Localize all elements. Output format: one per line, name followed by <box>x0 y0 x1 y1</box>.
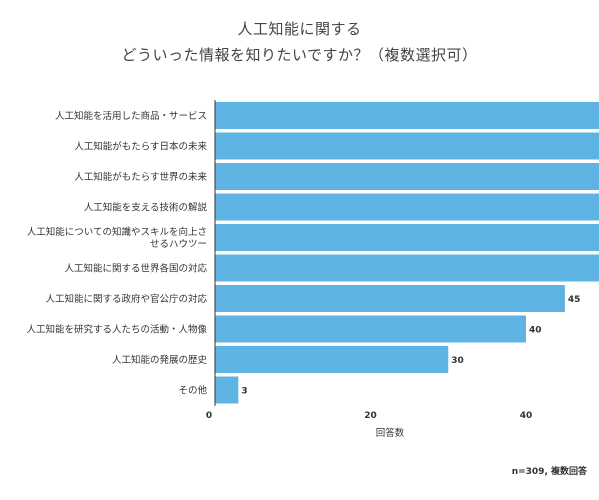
category-label-3: 人工知能を支える技術の解説 <box>84 202 208 214</box>
bar-0 <box>215 102 599 129</box>
category-label-2: 人工知能がもたらす世界の未来 <box>74 171 207 183</box>
bar-8 <box>215 346 449 373</box>
value-label-7: 40 <box>529 326 542 336</box>
x-tick-label-0: 0 <box>206 411 212 421</box>
category-label-7: 人工知能を研究する人たちの活動・人物像 <box>26 324 207 336</box>
bar-2 <box>215 163 599 190</box>
bar-1 <box>215 132 599 160</box>
x-tick-label-40: 40 <box>520 411 533 421</box>
category-label-0: 人工知能を活用した商品・サービス <box>55 110 207 122</box>
category-label-4-line-1: せるハウツー <box>150 239 207 250</box>
chart-title-line-1: 人工知能に関する <box>237 20 362 38</box>
sample-size-note: n=309, 複数回答 <box>511 467 587 477</box>
bar-4 <box>215 224 599 251</box>
chart-title-line-2: どういった情報を知りたいですか？（複数選択可） <box>121 46 478 64</box>
value-label-9: 3 <box>241 387 247 397</box>
bar-9 <box>215 376 239 404</box>
x-axis-title: 回答数 <box>376 427 405 439</box>
value-label-6: 45 <box>568 295 581 305</box>
bar-3 <box>215 193 599 221</box>
category-label-6: 人工知能に関する政府や官公庁の対応 <box>45 293 207 305</box>
value-label-8: 30 <box>451 356 464 366</box>
bar-5 <box>215 254 599 282</box>
bar-7 <box>215 315 526 343</box>
category-label-9: その他 <box>178 385 207 397</box>
bar-6 <box>215 285 565 312</box>
category-label-8: 人工知能の発展の歴史 <box>112 354 208 366</box>
x-tick-label-20: 20 <box>364 411 377 421</box>
category-label-1: 人工知能がもたらす日本の未来 <box>74 141 207 153</box>
category-label-4-line-0: 人工知能についての知識やスキルを向上さ <box>27 226 207 238</box>
category-label-5: 人工知能に関する世界各国の対応 <box>64 263 207 275</box>
